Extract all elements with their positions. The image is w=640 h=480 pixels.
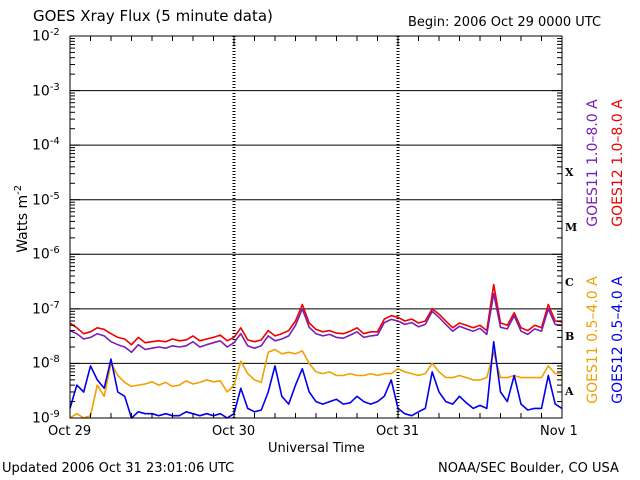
y-tick-label-5: 10-7 bbox=[32, 299, 60, 317]
flare-class-m: M bbox=[565, 221, 578, 234]
series-line-1 bbox=[69, 292, 563, 354]
y-tick-exp: -7 bbox=[49, 299, 60, 311]
flare-class-c: C bbox=[565, 275, 574, 289]
y-axis-label: Watts m-2 bbox=[13, 179, 31, 259]
y-tick-exp: -3 bbox=[49, 81, 60, 93]
y-axis-label-exp: -2 bbox=[13, 184, 25, 195]
x-axis-label: Universal Time bbox=[268, 441, 365, 456]
legend-entry-0: GOES11 1.0–8.0 A bbox=[585, 99, 601, 227]
flare-class-x: X bbox=[565, 166, 574, 180]
x-tick-label-1: Oct 30 bbox=[212, 424, 256, 439]
x-tick-label-3: Nov 1 bbox=[540, 424, 578, 439]
x-tick-label-0: Oct 29 bbox=[48, 424, 92, 439]
plot-frame bbox=[69, 35, 563, 419]
legend-entry-2: GOES11 0.5–4.0 A bbox=[585, 276, 601, 404]
y-tick-exp: -6 bbox=[49, 245, 60, 257]
y-tick-exp: -8 bbox=[49, 354, 60, 366]
y-tick-exp: -4 bbox=[49, 136, 60, 148]
x-tick-label-2: Oct 31 bbox=[376, 424, 420, 439]
series-line-3 bbox=[69, 340, 563, 419]
flare-class-b: B bbox=[565, 330, 575, 344]
legend-entry-1: GOES12 1.0–8.0 A bbox=[610, 99, 626, 227]
y-tick-base: 10 bbox=[32, 137, 50, 154]
y-tick-exp: -2 bbox=[49, 27, 60, 38]
y-tick-exp: -5 bbox=[49, 190, 60, 202]
y-tick-base: 10 bbox=[32, 28, 50, 45]
chart-title: GOES Xray Flux (5 minute data) bbox=[33, 7, 273, 25]
series-line-2 bbox=[69, 348, 562, 419]
y-tick-base: 10 bbox=[32, 356, 50, 373]
y-tick-base: 10 bbox=[32, 301, 50, 318]
y-tick-label-3: 10-5 bbox=[32, 190, 60, 208]
legend-entry-3: GOES12 0.5–4.0 A bbox=[610, 276, 626, 404]
y-tick-exp: -9 bbox=[49, 409, 60, 420]
series-line-0 bbox=[69, 283, 563, 346]
flare-class-a: A bbox=[565, 384, 574, 398]
y-tick-label-2: 10-4 bbox=[32, 135, 60, 153]
y-tick-label-4: 10-6 bbox=[32, 244, 60, 262]
y-tick-label-6: 10-8 bbox=[32, 353, 60, 371]
y-axis-label-base: Watts m bbox=[14, 194, 31, 253]
y-tick-label-1: 10-3 bbox=[32, 81, 60, 99]
credit-line: NOAA/SEC Boulder, CO USA bbox=[438, 461, 619, 476]
y-tick-label-0: 10-2 bbox=[32, 26, 60, 44]
y-tick-base: 10 bbox=[32, 83, 50, 100]
y-tick-base: 10 bbox=[32, 410, 50, 427]
y-tick-base: 10 bbox=[32, 246, 50, 263]
y-tick-base: 10 bbox=[32, 192, 50, 209]
y-tick-label-7: 10-9 bbox=[32, 408, 60, 426]
begin-date: Begin: 2006 Oct 29 0000 UTC bbox=[408, 15, 602, 30]
updated-timestamp: Updated 2006 Oct 31 23:01:06 UTC bbox=[2, 461, 235, 476]
